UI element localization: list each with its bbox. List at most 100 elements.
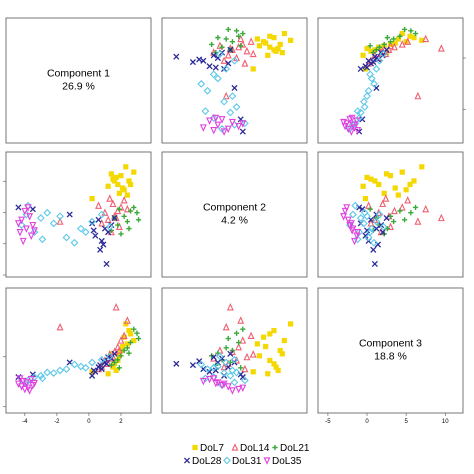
point-dol7 [265,371,271,377]
point-dol7 [411,35,417,41]
point-dol35 [212,114,220,123]
point-dol7 [392,40,398,46]
point-dol31 [241,376,249,385]
point-dol31 [77,362,85,371]
point-dol14 [247,331,255,340]
panel-frame [317,287,464,414]
legend-item-dol21: DoL21 [272,443,310,454]
point-dol35 [14,380,22,389]
point-dol31 [77,224,85,233]
point-dol35 [348,227,356,235]
point-dol28 [90,367,97,374]
point-dol14 [365,201,373,209]
diagonal-component-name: Component 1 [47,68,110,80]
point-dol7 [113,174,119,181]
point-dol35 [30,227,38,235]
legend-item-dol28: DoL28 [183,456,222,467]
point-dol28 [196,56,203,63]
point-dol31 [222,358,231,367]
point-dol21 [238,365,244,371]
point-dol21 [236,339,242,346]
point-dol7 [288,37,294,43]
point-dol14 [222,91,230,100]
point-dol28 [89,372,96,379]
diagonal-component-name: Component 3 [359,338,422,350]
point-dol21 [397,208,403,214]
point-dol14 [216,41,224,49]
point-dol35 [239,384,247,393]
point-dol35 [22,379,30,387]
point-dol35 [220,380,228,389]
point-dol7 [387,41,394,48]
point-dol21 [215,35,221,41]
point-dol21 [238,43,244,49]
point-dol31 [88,358,96,367]
point-dol14 [123,316,131,324]
point-dol35 [199,124,207,132]
point-dol28 [212,64,219,71]
legend-marker [272,444,278,451]
point-dol7 [279,49,285,56]
legend-label: DoL7 [200,443,224,454]
point-dol7 [124,192,130,198]
point-dol7 [119,185,126,191]
point-dol14 [56,322,64,331]
point-dol7 [127,181,134,188]
point-dol35 [21,207,29,216]
point-dol31 [355,228,364,237]
point-dol21 [408,210,414,216]
legend-item-dol31: DoL31 [223,456,262,467]
point-dol31 [49,369,58,377]
point-dol31 [213,362,222,371]
point-dol28 [189,362,196,369]
point-dol28 [15,204,22,211]
point-dol31 [201,107,210,116]
point-dol28 [206,368,213,375]
point-dol21 [116,365,122,371]
point-dol35 [206,375,214,384]
point-dol28 [359,116,366,123]
point-dol21 [124,218,130,225]
point-dol14 [398,40,406,48]
point-dol31 [203,365,212,373]
point-dol7 [399,30,405,37]
point-dol14 [437,44,445,52]
point-dol21 [412,204,419,211]
point-dol35 [19,237,27,246]
point-dol31 [226,371,235,380]
point-dol14 [107,227,115,236]
panel-r1-c1: Component 126.9 % [5,17,152,144]
point-dol35 [218,116,226,124]
point-dol21 [229,39,236,45]
point-dol7 [364,45,370,52]
point-dol35 [16,229,24,237]
point-dol7 [250,369,256,375]
panel-frame [317,17,464,144]
point-dol14 [414,217,422,225]
point-dol31 [56,212,64,221]
point-dol21 [115,357,121,363]
point-dol7 [89,196,95,202]
point-dol14 [109,199,117,208]
point-dol14 [247,37,255,45]
point-dol14 [382,194,390,202]
point-dol14 [106,194,114,202]
point-dol35 [22,225,30,233]
point-dol35 [21,385,29,394]
point-dol14 [243,352,251,361]
point-dol31 [356,214,365,222]
panel-frame [5,287,152,414]
point-dol7 [265,52,271,58]
point-dol35 [210,375,218,383]
tick-label: 2 [119,419,123,425]
point-dol35 [235,385,243,394]
point-dol31 [105,352,114,361]
point-dol31 [230,56,239,65]
point-dol35 [14,220,22,228]
point-dol31 [370,238,378,247]
point-dol28 [200,57,207,64]
point-dol31 [203,86,212,95]
point-dol28 [373,225,380,232]
point-dol7 [399,169,405,175]
point-dol28 [66,211,73,218]
